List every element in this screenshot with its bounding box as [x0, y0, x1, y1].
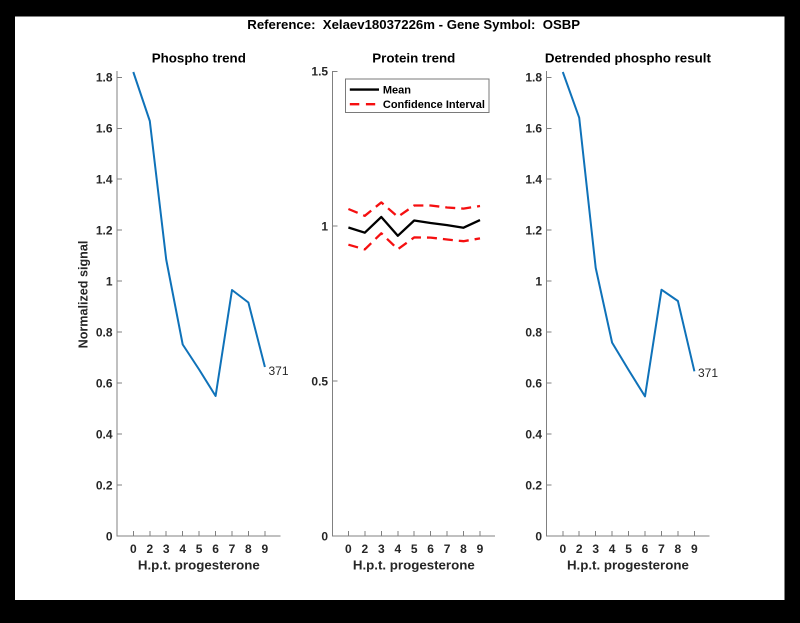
svg-text:Reference: Xelaev18037226m -: Reference: Xelaev18037226m - Gene Symbol… [247, 17, 580, 32]
svg-text:6: 6 [427, 542, 434, 556]
svg-text:3: 3 [163, 542, 170, 556]
svg-text:7: 7 [444, 542, 451, 556]
svg-text:4: 4 [394, 542, 401, 556]
svg-text:1.2: 1.2 [525, 224, 542, 238]
svg-text:0.8: 0.8 [525, 325, 542, 339]
svg-text:0: 0 [345, 542, 352, 556]
svg-text:Confidence Interval: Confidence Interval [383, 99, 485, 111]
svg-text:H.p.t. progesterone: H.p.t. progesterone [353, 558, 475, 573]
svg-text:1: 1 [535, 275, 542, 289]
svg-text:1.6: 1.6 [525, 122, 542, 136]
svg-text:1.4: 1.4 [525, 173, 542, 187]
svg-text:8: 8 [460, 542, 467, 556]
svg-text:0: 0 [559, 542, 566, 556]
svg-text:6: 6 [212, 542, 219, 556]
svg-text:371: 371 [269, 364, 289, 378]
svg-text:4: 4 [179, 542, 186, 556]
svg-text:1.8: 1.8 [96, 71, 113, 85]
svg-text:0.4: 0.4 [525, 427, 542, 441]
svg-text:9: 9 [262, 542, 269, 556]
svg-text:Normalized signal: Normalized signal [76, 241, 90, 349]
svg-text:5: 5 [411, 542, 418, 556]
svg-text:9: 9 [477, 542, 484, 556]
svg-text:3: 3 [378, 542, 385, 556]
svg-text:1.6: 1.6 [96, 122, 113, 136]
svg-text:1: 1 [321, 220, 328, 234]
svg-text:7: 7 [658, 542, 665, 556]
svg-text:1.2: 1.2 [96, 224, 113, 238]
svg-text:0: 0 [321, 529, 328, 543]
svg-text:0.2: 0.2 [96, 478, 113, 492]
svg-text:0.5: 0.5 [311, 374, 328, 388]
svg-text:6: 6 [642, 542, 649, 556]
svg-text:Protein trend: Protein trend [372, 51, 455, 66]
svg-text:7: 7 [229, 542, 236, 556]
svg-text:H.p.t. progesterone: H.p.t. progesterone [567, 558, 689, 573]
svg-text:3: 3 [592, 542, 599, 556]
svg-text:371: 371 [698, 366, 718, 380]
svg-text:1.8: 1.8 [525, 71, 542, 85]
svg-text:4: 4 [609, 542, 616, 556]
svg-text:0.2: 0.2 [525, 478, 542, 492]
svg-text:1: 1 [106, 275, 113, 289]
svg-text:1.5: 1.5 [311, 65, 328, 79]
svg-text:9: 9 [691, 542, 698, 556]
svg-text:1.4: 1.4 [96, 173, 113, 187]
svg-text:Mean: Mean [383, 85, 411, 97]
svg-text:Detrended phospho result: Detrended phospho result [545, 51, 712, 66]
svg-text:0.6: 0.6 [96, 376, 113, 390]
svg-text:0: 0 [130, 542, 137, 556]
svg-text:5: 5 [196, 542, 203, 556]
svg-text:0: 0 [535, 529, 542, 543]
svg-text:8: 8 [245, 542, 252, 556]
svg-text:5: 5 [625, 542, 632, 556]
svg-text:8: 8 [675, 542, 682, 556]
svg-text:0.4: 0.4 [96, 427, 113, 441]
svg-text:Phospho trend: Phospho trend [152, 51, 246, 66]
svg-text:2: 2 [361, 542, 368, 556]
svg-text:0.8: 0.8 [96, 325, 113, 339]
svg-text:0.6: 0.6 [525, 376, 542, 390]
svg-text:0: 0 [106, 529, 113, 543]
svg-text:2: 2 [146, 542, 153, 556]
svg-text:H.p.t. progesterone: H.p.t. progesterone [138, 558, 260, 573]
svg-text:2: 2 [576, 542, 583, 556]
